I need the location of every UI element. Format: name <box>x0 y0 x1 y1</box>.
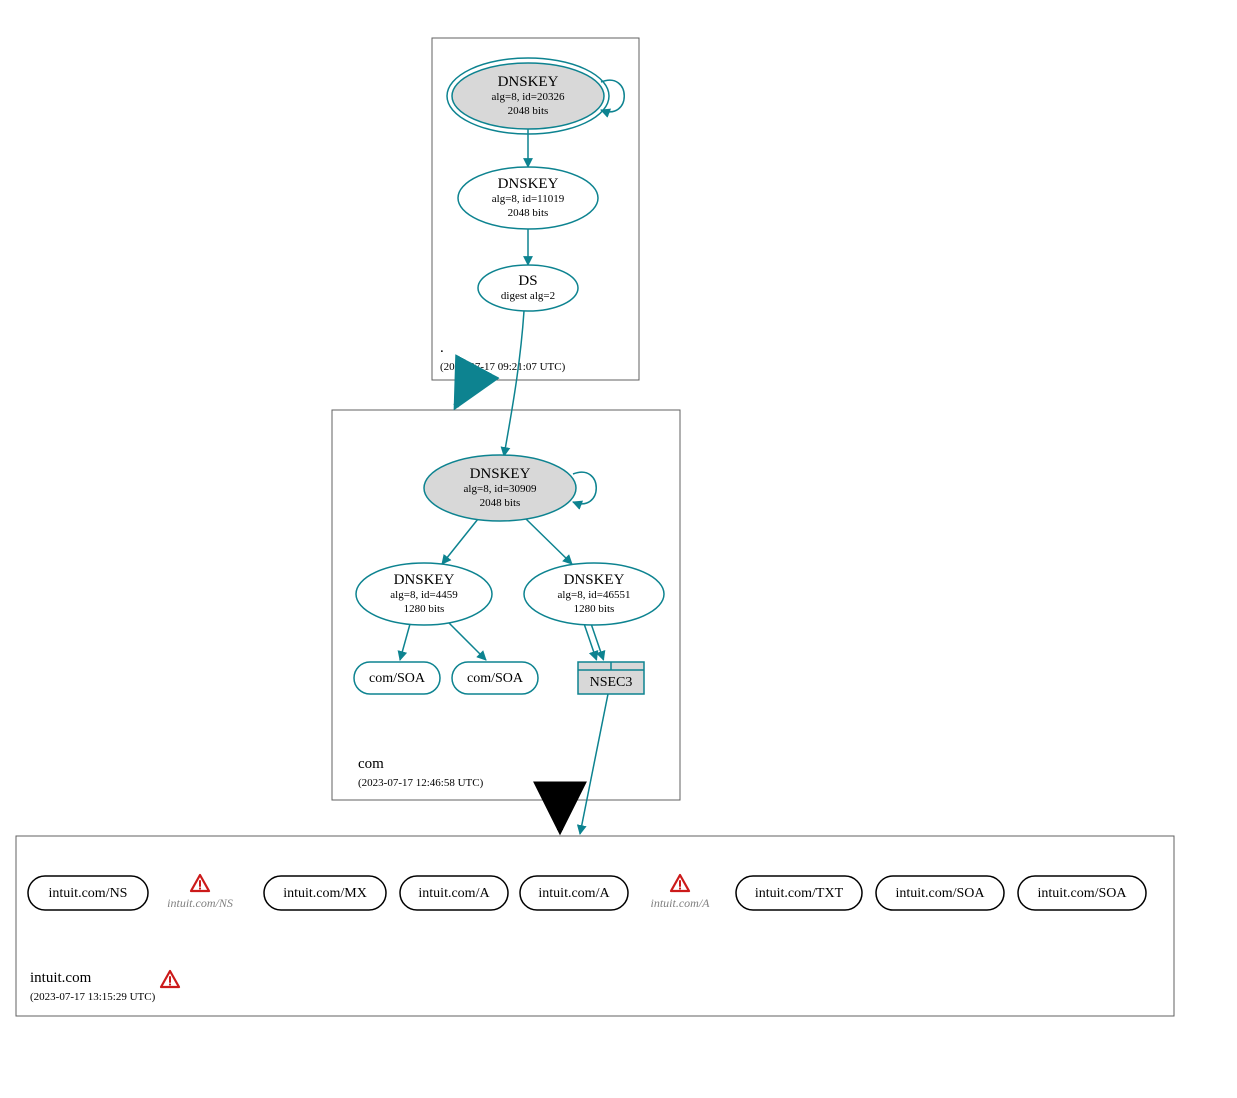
node-text: alg=8, id=30909 <box>464 483 537 495</box>
node-intuit-soa-1: intuit.com/SOA <box>876 876 1004 910</box>
node-text: DNSKEY <box>564 572 625 588</box>
node-root-dnskey-11019: DNSKEYalg=8, id=11019 2048 bits <box>458 167 598 229</box>
zone-timestamp: (2023-07-17 13:15:29 UTC) <box>30 991 156 1003</box>
node-text: alg=8, id=11019 <box>492 193 565 205</box>
node-com-dnskey-30909: DNSKEYalg=8, id=30909 2048 bits <box>424 455 596 521</box>
node-text: DNSKEY <box>498 74 559 90</box>
node-intuit-ns-warn: intuit.com/NS <box>167 875 233 910</box>
node-text: intuit.com/MX <box>283 886 367 901</box>
node-text: intuit.com/NS <box>49 886 128 901</box>
node-com-soa-1: com/SOA <box>354 662 440 694</box>
node-text: 2048 bits <box>508 105 549 117</box>
node-text: intuit.com/TXT <box>755 886 844 901</box>
warning-caption: intuit.com/A <box>651 896 711 910</box>
zone-label: intuit.com <box>30 970 92 986</box>
node-intuit-ns: intuit.com/NS <box>28 876 148 910</box>
edge <box>400 624 410 660</box>
node-root-ds: DSdigest alg=2 <box>478 265 578 311</box>
node-com-nsec3: NSEC3 <box>578 662 644 694</box>
node-text: intuit.com/A <box>418 886 490 901</box>
edge <box>580 694 608 834</box>
node-text: intuit.com/A <box>538 886 610 901</box>
node-text: digest alg=2 <box>501 290 555 302</box>
warning-icon: intuit.com/A <box>651 875 711 910</box>
node-text: alg=8, id=4459 <box>390 589 458 601</box>
node-text: 2048 bits <box>508 207 549 219</box>
node-text: intuit.com/SOA <box>895 886 985 901</box>
edge <box>442 519 478 564</box>
node-intuit-soa-2: intuit.com/SOA <box>1018 876 1146 910</box>
node-text: NSEC3 <box>590 675 633 690</box>
zone-intuit: intuit.com (2023-07-17 13:15:29 UTC) <box>16 836 1174 1016</box>
edge <box>448 622 486 660</box>
edge <box>585 625 604 660</box>
warning-caption: intuit.com/NS <box>167 896 233 910</box>
node-text: DNSKEY <box>498 176 559 192</box>
node-text: com/SOA <box>369 671 426 686</box>
node-text: alg=8, id=20326 <box>492 91 565 103</box>
node-intuit-a-warn: intuit.com/A <box>651 875 711 910</box>
node-intuit-mx: intuit.com/MX <box>264 876 386 910</box>
edge <box>504 311 524 456</box>
node-com-dnskey-46551: DNSKEYalg=8, id=46551 1280 bits <box>524 563 664 625</box>
node-text: DNSKEY <box>394 572 455 588</box>
node-text: DNSKEY <box>470 466 531 482</box>
zone-timestamp: (2023-07-17 12:46:58 UTC) <box>358 777 484 789</box>
zone-label: . <box>440 340 444 356</box>
node-text: intuit.com/SOA <box>1037 886 1127 901</box>
node-text: 1280 bits <box>404 603 445 615</box>
node-intuit-a-1: intuit.com/A <box>400 876 508 910</box>
edge <box>456 380 470 406</box>
node-root-dnskey-20326: DNSKEYalg=8, id=20326 2048 bits <box>447 58 624 134</box>
node-text: 1280 bits <box>574 603 615 615</box>
node-intuit-txt: intuit.com/TXT <box>736 876 862 910</box>
node-com-dnskey-4459: DNSKEYalg=8, id=4459 1280 bits <box>356 563 492 625</box>
zone-label: com <box>358 756 384 772</box>
warning-icon: intuit.com/NS <box>167 875 233 910</box>
node-text: com/SOA <box>467 671 524 686</box>
node-intuit-a-2: intuit.com/A <box>520 876 628 910</box>
edge <box>526 519 572 564</box>
node-text: alg=8, id=46551 <box>558 589 631 601</box>
node-text: 2048 bits <box>480 497 521 509</box>
node-text: DS <box>518 273 537 289</box>
zone-timestamp: (2023-07-17 09:21:07 UTC) <box>440 361 566 373</box>
node-com-soa-2: com/SOA <box>452 662 538 694</box>
warning-icon <box>161 971 179 987</box>
